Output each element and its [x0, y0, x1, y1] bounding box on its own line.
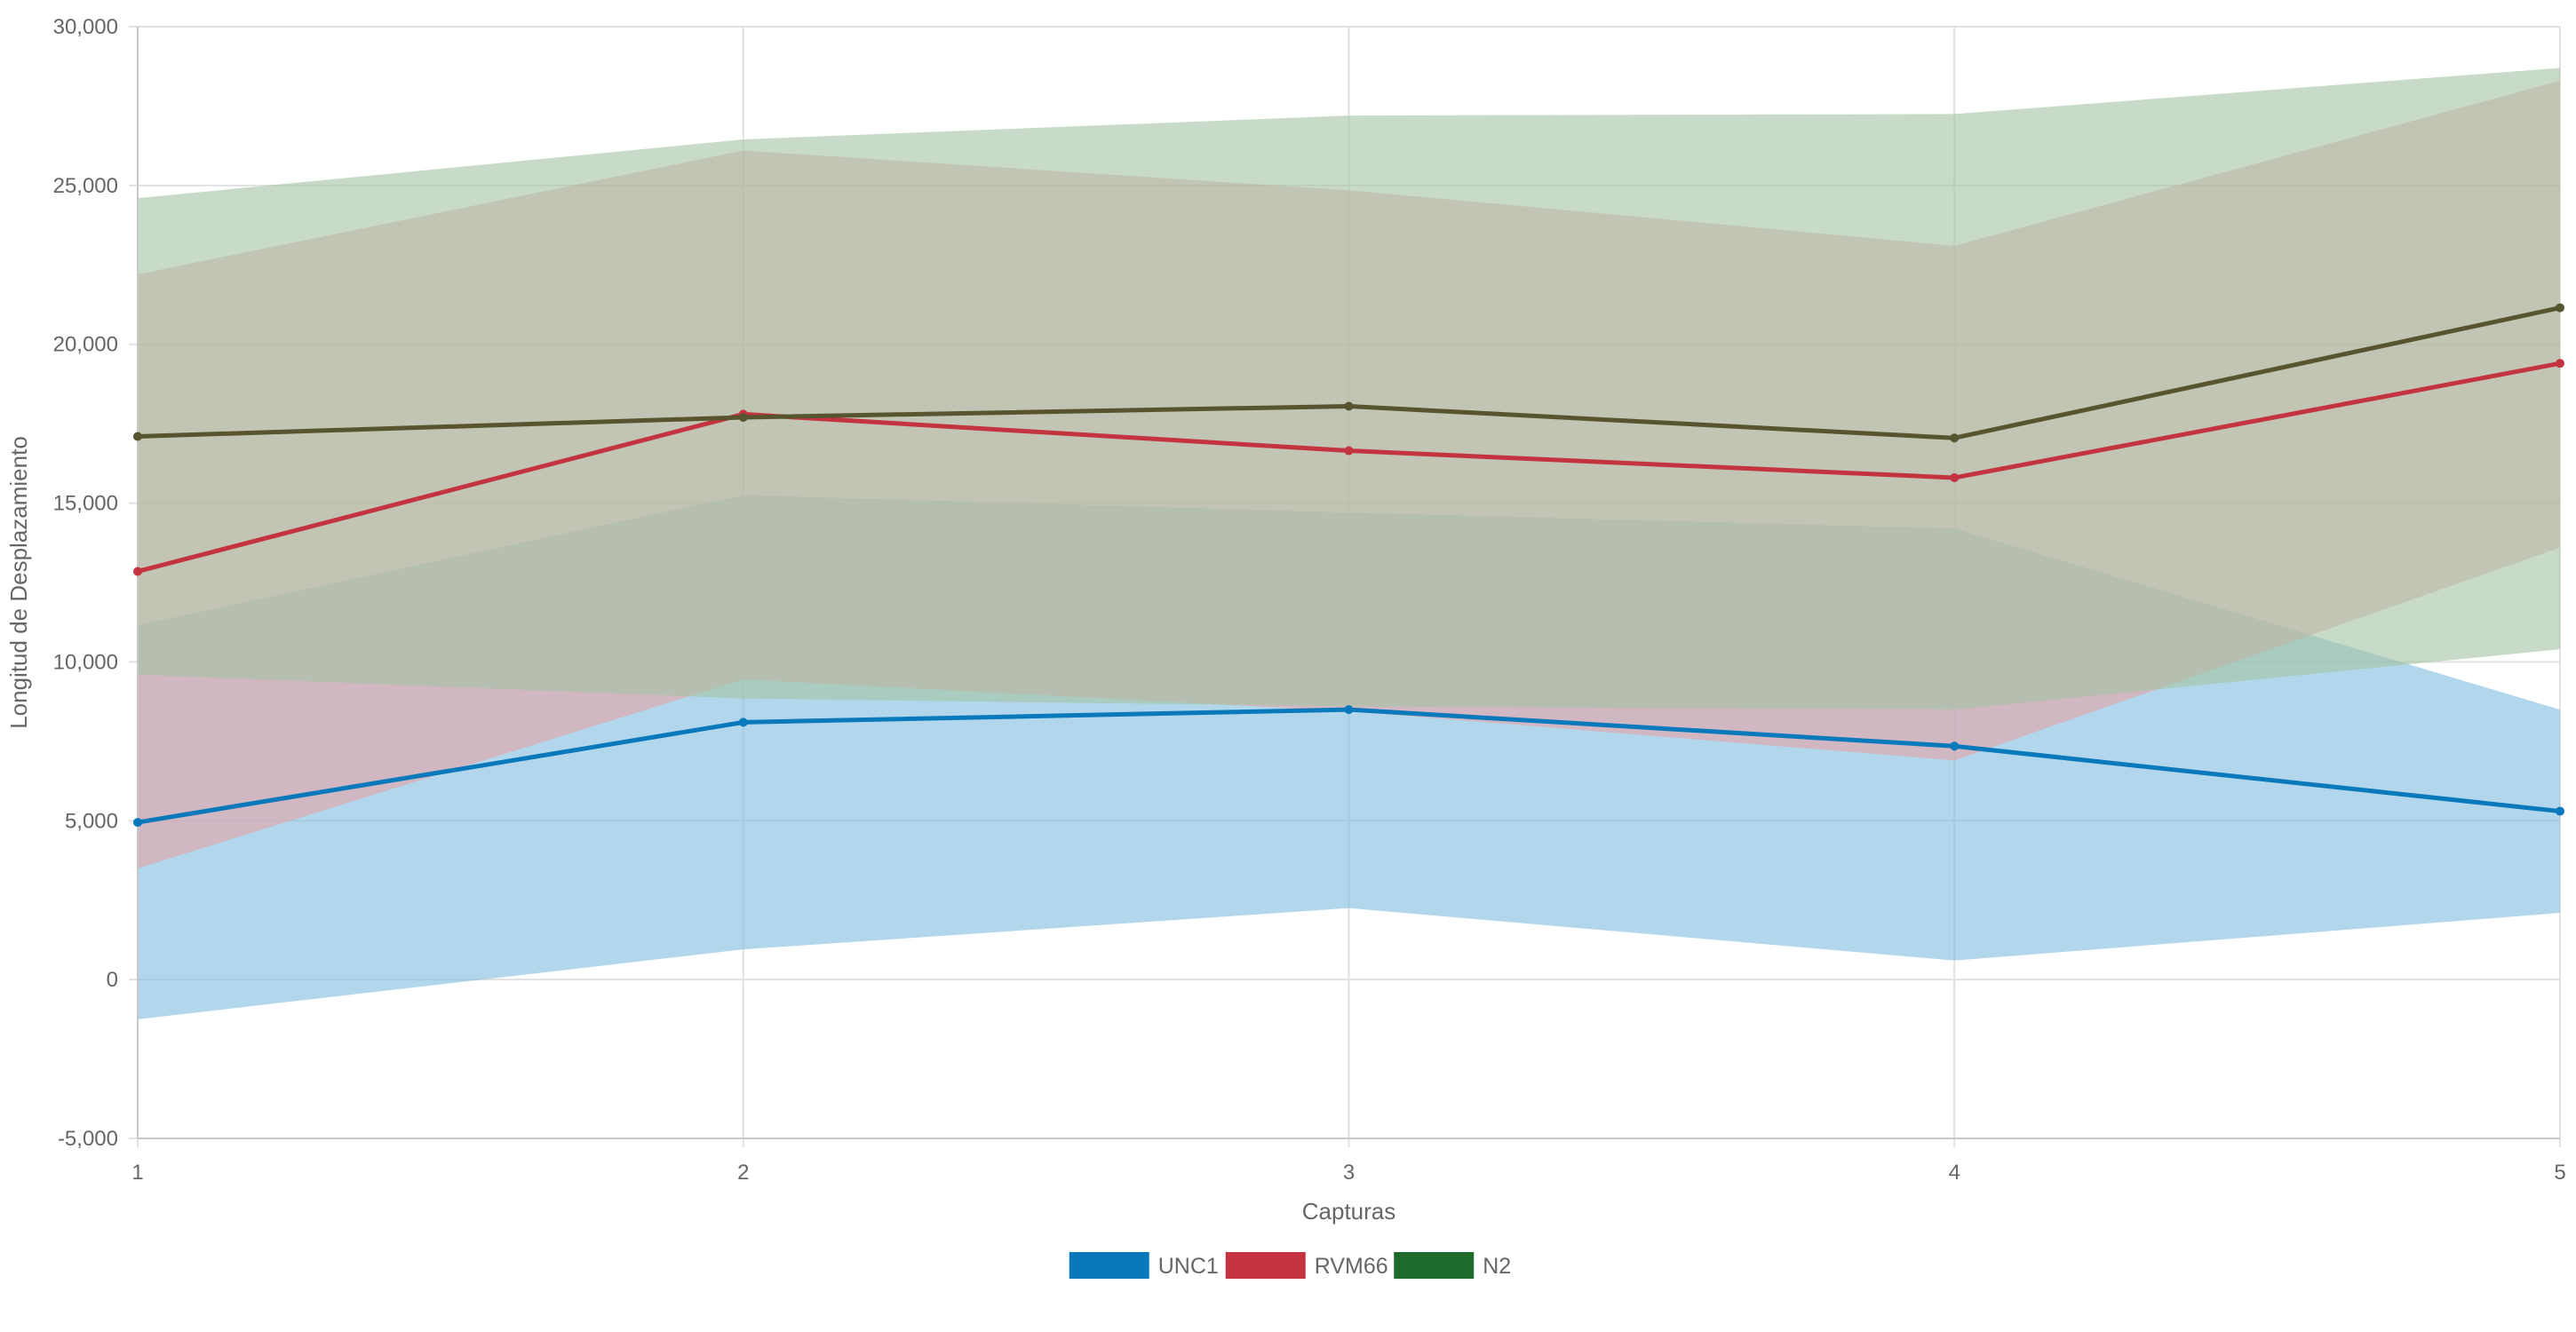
y-tick-label: 15,000 — [53, 492, 118, 516]
y-tick-label: 0 — [107, 968, 118, 992]
legend-label: N2 — [1483, 1254, 1511, 1279]
band-n2 — [138, 67, 2560, 710]
point-n2 — [133, 432, 142, 441]
confidence-bands — [138, 67, 2560, 1019]
point-rvm66 — [133, 567, 142, 576]
legend-item-rvm66: RVM66 — [1225, 1252, 1388, 1279]
legend-item-unc1: UNC1 — [1069, 1252, 1219, 1279]
point-unc1 — [2556, 806, 2564, 816]
y-tick-label: 5,000 — [65, 809, 118, 833]
point-n2 — [738, 412, 748, 422]
point-n2 — [1950, 433, 1960, 443]
y-tick-label: 20,000 — [53, 333, 118, 357]
legend: UNC1 RVM66 N2 — [1069, 1252, 1511, 1279]
x-tick-label: 2 — [737, 1161, 749, 1185]
point-unc1 — [738, 718, 748, 727]
legend-label: RVM66 — [1315, 1254, 1388, 1279]
legend-label: UNC1 — [1158, 1254, 1219, 1279]
point-rvm66 — [2556, 359, 2564, 369]
point-rvm66 — [1344, 446, 1354, 456]
x-tick-label: 4 — [1949, 1161, 1960, 1185]
point-unc1 — [1344, 705, 1354, 715]
point-n2 — [2556, 303, 2564, 313]
y-axis-title: Longitud de Desplazamiento — [5, 436, 32, 729]
point-unc1 — [133, 818, 142, 828]
x-axis-title: Capturas — [1302, 1198, 1396, 1225]
axes: -5,000 0 5,000 10,000 15,000 20,000 25,000 30,0… — [53, 15, 2566, 1185]
y-tick-label: -5,000 — [58, 1127, 118, 1151]
point-unc1 — [1950, 741, 1960, 751]
legend-item-n2: N2 — [1394, 1252, 1511, 1279]
point-rvm66 — [1950, 472, 1960, 482]
legend-swatch — [1069, 1252, 1149, 1279]
x-tick-label: 5 — [2554, 1161, 2565, 1185]
legend-swatch — [1394, 1252, 1475, 1279]
legend-swatch — [1225, 1252, 1306, 1279]
x-tick-label: 3 — [1343, 1161, 1355, 1185]
y-tick-label: 30,000 — [53, 15, 118, 39]
y-tick-label: 10,000 — [53, 650, 118, 674]
point-n2 — [1344, 401, 1354, 411]
series-points — [133, 303, 2564, 828]
y-tick-label: 25,000 — [53, 174, 118, 198]
x-tick-label: 1 — [131, 1161, 143, 1185]
